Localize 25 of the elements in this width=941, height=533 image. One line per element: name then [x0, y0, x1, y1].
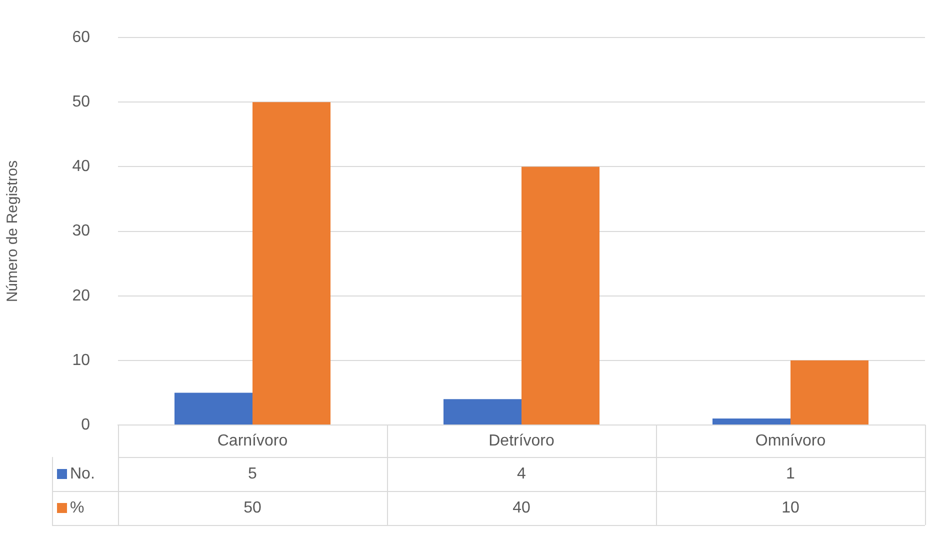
- y-axis-title: Número de Registros: [4, 160, 22, 302]
- x-tick-label: Detrívoro: [488, 432, 554, 450]
- bar: [443, 399, 522, 424]
- bar: [522, 166, 600, 424]
- y-tick-label: 60: [72, 29, 90, 46]
- y-tick-label: 20: [72, 287, 90, 304]
- legend-label: %: [70, 499, 84, 516]
- bar: [252, 102, 331, 424]
- data-label: 50: [244, 499, 262, 516]
- y-tick-label: 40: [72, 158, 90, 176]
- y-tick-label: 30: [72, 222, 90, 240]
- y-tick-label: 10: [72, 352, 90, 369]
- y-tick-label: 0: [81, 416, 90, 434]
- bar: [712, 418, 790, 424]
- bar: [174, 392, 252, 424]
- bar: [790, 360, 869, 424]
- data-label: 4: [517, 465, 526, 482]
- data-label: 5: [248, 465, 258, 482]
- data-label: 1: [786, 465, 796, 482]
- data-label: 40: [512, 499, 530, 516]
- x-tick-label: Omnívoro: [755, 432, 826, 450]
- y-tick-label: 50: [72, 94, 90, 111]
- legend-label: No.: [70, 465, 95, 482]
- data-label: 10: [782, 499, 800, 516]
- x-tick-label: Carnívoro: [217, 432, 288, 450]
